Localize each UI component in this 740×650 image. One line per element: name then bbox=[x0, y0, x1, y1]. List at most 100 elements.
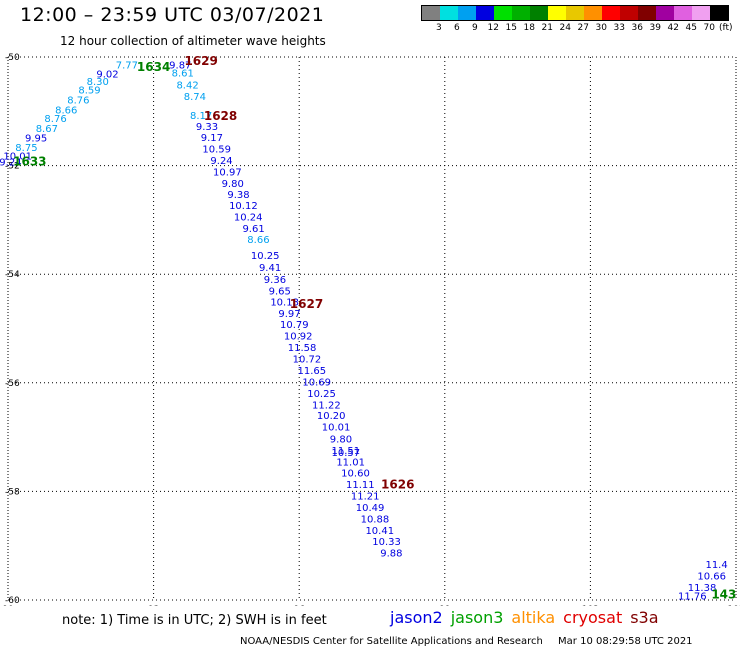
x-tick-label: 93 bbox=[148, 605, 159, 606]
data-point: 8.76 bbox=[67, 96, 89, 107]
data-point: 9.17 bbox=[201, 133, 223, 144]
data-point: 11.11 bbox=[346, 480, 375, 491]
legend-label: 9 bbox=[472, 23, 478, 33]
legend-swatch bbox=[620, 6, 638, 20]
legend-label: 70 bbox=[703, 23, 715, 33]
satellite-cryosat: cryosat bbox=[563, 608, 623, 627]
data-point: 9.87 bbox=[169, 60, 191, 71]
data-point: 9.24 bbox=[210, 156, 232, 167]
track-label: 1629 bbox=[184, 54, 217, 68]
legend-label: 3 bbox=[436, 23, 442, 33]
legend-label: 42 bbox=[667, 23, 679, 33]
data-point: 10.66 bbox=[697, 571, 726, 582]
satellite-jason2: jason2 bbox=[390, 608, 443, 627]
legend-label: 24 bbox=[559, 23, 571, 33]
data-point: 8.66 bbox=[55, 105, 77, 116]
data-point: 9.38 bbox=[227, 190, 249, 201]
data-point: 9.97 bbox=[278, 309, 300, 320]
data-point: 10.41 bbox=[365, 526, 394, 537]
legend-swatch bbox=[476, 6, 494, 20]
data-point: 11.51 bbox=[331, 446, 360, 457]
data-point: 11.38 bbox=[688, 583, 717, 594]
data-point: 8.66 bbox=[247, 235, 269, 246]
x-tick-label: 96 bbox=[293, 605, 305, 606]
track-label: 143 bbox=[711, 587, 736, 601]
legend-swatch bbox=[674, 6, 692, 20]
legend-swatch bbox=[440, 6, 458, 20]
data-point: 9.24 bbox=[0, 158, 22, 169]
x-tick-label: 90 bbox=[2, 605, 14, 606]
data-point: 10.24 bbox=[234, 212, 263, 223]
data-point: 10.59 bbox=[202, 145, 231, 156]
data-point: 8.61 bbox=[172, 69, 194, 80]
legend-label: 6 bbox=[454, 23, 460, 33]
data-point: 9.95 bbox=[25, 134, 47, 145]
legend-swatch bbox=[458, 6, 476, 20]
satellite-s3a: s3a bbox=[630, 608, 659, 627]
chart-plot: -50-52-54-56-58-60 90939699102105 7.779.… bbox=[0, 53, 740, 606]
data-point: 11.76 bbox=[678, 591, 707, 602]
legend-swatch bbox=[602, 6, 620, 20]
data-point: 11.4 bbox=[705, 560, 727, 571]
data-point: 10.49 bbox=[356, 503, 385, 514]
data-point: 10.72 bbox=[293, 355, 322, 366]
data-point: 8.17 bbox=[190, 111, 212, 122]
data-point: 10.88 bbox=[361, 514, 390, 525]
y-tick-label: -50 bbox=[5, 53, 20, 63]
grid-lines bbox=[7, 56, 737, 601]
color-legend: 3 6 9 12 15 18 21 24 27 30 33 36 39 42 45 70 (ft) bbox=[421, 5, 740, 33]
data-point: 9.65 bbox=[269, 286, 291, 297]
legend-label: 18 bbox=[523, 23, 535, 33]
legend-label: 39 bbox=[649, 23, 661, 33]
track-label: 1627 bbox=[290, 297, 323, 311]
data-point: 10.12 bbox=[229, 201, 258, 212]
legend-label: 45 bbox=[685, 23, 697, 33]
data-point: 10.25 bbox=[251, 251, 280, 262]
satellite-legend: jason2 jason3 altika cryosat s3a bbox=[390, 608, 667, 627]
data-point: 8.67 bbox=[36, 124, 58, 135]
data-point: 9.80 bbox=[330, 435, 352, 446]
legend-swatch bbox=[584, 6, 602, 20]
x-tick-label: 99 bbox=[439, 605, 451, 606]
data-point: 7.77 bbox=[116, 60, 138, 71]
satellite-jason3: jason3 bbox=[450, 608, 504, 627]
y-tick-label: -52 bbox=[5, 162, 20, 172]
legend-swatch bbox=[494, 6, 512, 20]
satellite-altika: altika bbox=[511, 608, 556, 627]
data-point: 9.33 bbox=[196, 122, 218, 133]
data-point: 9.36 bbox=[264, 275, 286, 286]
data-point: 9.41 bbox=[259, 263, 281, 274]
data-point: 11.01 bbox=[336, 457, 365, 468]
data-point: 11.58 bbox=[288, 343, 317, 354]
data-points: 7.779.028.308.598.768.668.768.679.958.75… bbox=[0, 60, 728, 602]
legend-label: 12 bbox=[487, 23, 499, 33]
legend-swatch bbox=[512, 6, 530, 20]
chart-subtitle: 12 hour collection of altimeter wave hei… bbox=[60, 34, 326, 48]
y-axis-ticks: -50 -52 -54 -56 -58 -60 bbox=[5, 53, 20, 606]
track-labels: 1634 1629 1628 1633 1627 1626 143 bbox=[13, 54, 736, 601]
data-point: 9.02 bbox=[96, 70, 118, 81]
data-point: 9.80 bbox=[222, 179, 244, 190]
legend-label: 33 bbox=[613, 23, 625, 33]
credit-text: NOAA/NESDIS Center for Satellite Applica… bbox=[240, 636, 543, 647]
data-point: 11.65 bbox=[297, 366, 326, 377]
x-tick-label: 105 bbox=[727, 605, 740, 606]
data-point: 8.30 bbox=[87, 77, 109, 88]
legend-labels: 3 6 9 12 15 18 21 24 27 30 33 36 39 42 45 70 (ft) bbox=[421, 21, 740, 33]
data-point: 8.75 bbox=[15, 143, 37, 154]
legend-swatch-bar bbox=[421, 5, 729, 21]
y-tick-label: -58 bbox=[5, 487, 20, 497]
legend-label: 15 bbox=[505, 23, 517, 33]
data-point: 10.79 bbox=[280, 320, 309, 331]
footer-credit: NOAA/NESDIS Center for Satellite Applica… bbox=[240, 636, 705, 647]
legend-swatch bbox=[692, 6, 710, 20]
data-point: 8.76 bbox=[44, 114, 66, 125]
data-point: 10.01 bbox=[3, 152, 32, 163]
data-point: 10.92 bbox=[284, 331, 313, 342]
legend-label: 30 bbox=[595, 23, 607, 33]
data-point: 10.69 bbox=[302, 378, 331, 389]
data-point: 8.74 bbox=[184, 92, 206, 103]
y-tick-label: -60 bbox=[5, 596, 20, 606]
data-point: 10.97 bbox=[213, 167, 242, 178]
track-label: 1628 bbox=[204, 109, 237, 123]
